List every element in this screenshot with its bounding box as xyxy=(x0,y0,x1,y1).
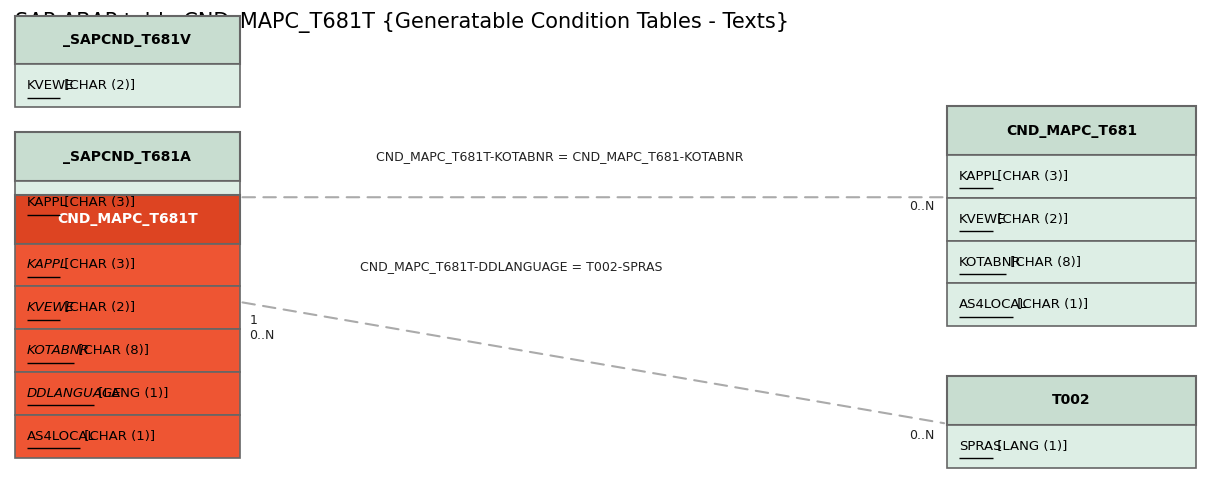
Text: [CHAR (2)]: [CHAR (2)] xyxy=(61,301,135,314)
Text: [CHAR (1)]: [CHAR (1)] xyxy=(80,430,156,443)
Text: [CHAR (3)]: [CHAR (3)] xyxy=(993,170,1067,183)
Bar xyxy=(947,425,1196,468)
Bar xyxy=(15,132,240,181)
Text: [CHAR (3)]: [CHAR (3)] xyxy=(61,196,135,209)
Bar xyxy=(15,195,240,244)
Text: [CHAR (8)]: [CHAR (8)] xyxy=(74,344,148,357)
Text: [CHAR (1)]: [CHAR (1)] xyxy=(1013,299,1088,311)
Text: AS4LOCAL: AS4LOCAL xyxy=(27,430,95,443)
Text: KVEWE: KVEWE xyxy=(27,301,74,314)
Text: [CHAR (2)]: [CHAR (2)] xyxy=(993,213,1067,225)
Bar xyxy=(947,241,1196,283)
Text: KAPPL: KAPPL xyxy=(27,196,67,209)
Text: CND_MAPC_T681: CND_MAPC_T681 xyxy=(1006,124,1137,137)
Bar xyxy=(15,16,240,64)
Text: [CHAR (2)]: [CHAR (2)] xyxy=(61,79,135,92)
Bar xyxy=(15,372,240,415)
Text: T002: T002 xyxy=(1053,393,1090,407)
Text: [LANG (1)]: [LANG (1)] xyxy=(993,440,1067,452)
Text: KOTABNR: KOTABNR xyxy=(959,256,1021,268)
Text: [CHAR (8)]: [CHAR (8)] xyxy=(1006,256,1081,268)
Bar xyxy=(947,106,1196,155)
Text: SAP ABAP table CND_MAPC_T681T {Generatable Condition Tables - Texts}: SAP ABAP table CND_MAPC_T681T {Generatab… xyxy=(15,12,789,33)
Text: AS4LOCAL: AS4LOCAL xyxy=(959,299,1027,311)
Text: KOTABNR: KOTABNR xyxy=(27,344,90,357)
Text: DDLANGUAGE: DDLANGUAGE xyxy=(27,387,122,400)
Text: CND_MAPC_T681T: CND_MAPC_T681T xyxy=(57,212,197,226)
Bar xyxy=(947,283,1196,326)
Text: SPRAS: SPRAS xyxy=(959,440,1002,452)
Text: _SAPCND_T681V: _SAPCND_T681V xyxy=(63,33,191,47)
Bar xyxy=(15,286,240,329)
Bar xyxy=(947,155,1196,198)
Text: KVEWE: KVEWE xyxy=(27,79,74,92)
Text: [LANG (1)]: [LANG (1)] xyxy=(94,387,168,400)
Bar xyxy=(15,244,240,286)
Bar xyxy=(15,329,240,372)
Bar xyxy=(947,198,1196,241)
Text: 0..N: 0..N xyxy=(909,201,935,213)
Text: CND_MAPC_T681T-DDLANGUAGE = T002-SPRAS: CND_MAPC_T681T-DDLANGUAGE = T002-SPRAS xyxy=(360,260,662,273)
Text: 0..N: 0..N xyxy=(909,430,935,442)
Text: 1
0..N: 1 0..N xyxy=(249,314,275,342)
Text: KVEWE: KVEWE xyxy=(959,213,1006,225)
Text: [CHAR (3)]: [CHAR (3)] xyxy=(61,259,135,271)
Text: _SAPCND_T681A: _SAPCND_T681A xyxy=(63,150,191,164)
Bar xyxy=(947,376,1196,425)
Bar xyxy=(15,415,240,458)
Bar xyxy=(15,64,240,107)
Text: KAPPL: KAPPL xyxy=(959,170,999,183)
Text: CND_MAPC_T681T-KOTABNR = CND_MAPC_T681-KOTABNR: CND_MAPC_T681T-KOTABNR = CND_MAPC_T681-K… xyxy=(376,150,744,163)
Bar xyxy=(15,181,240,224)
Text: KAPPL: KAPPL xyxy=(27,259,68,271)
